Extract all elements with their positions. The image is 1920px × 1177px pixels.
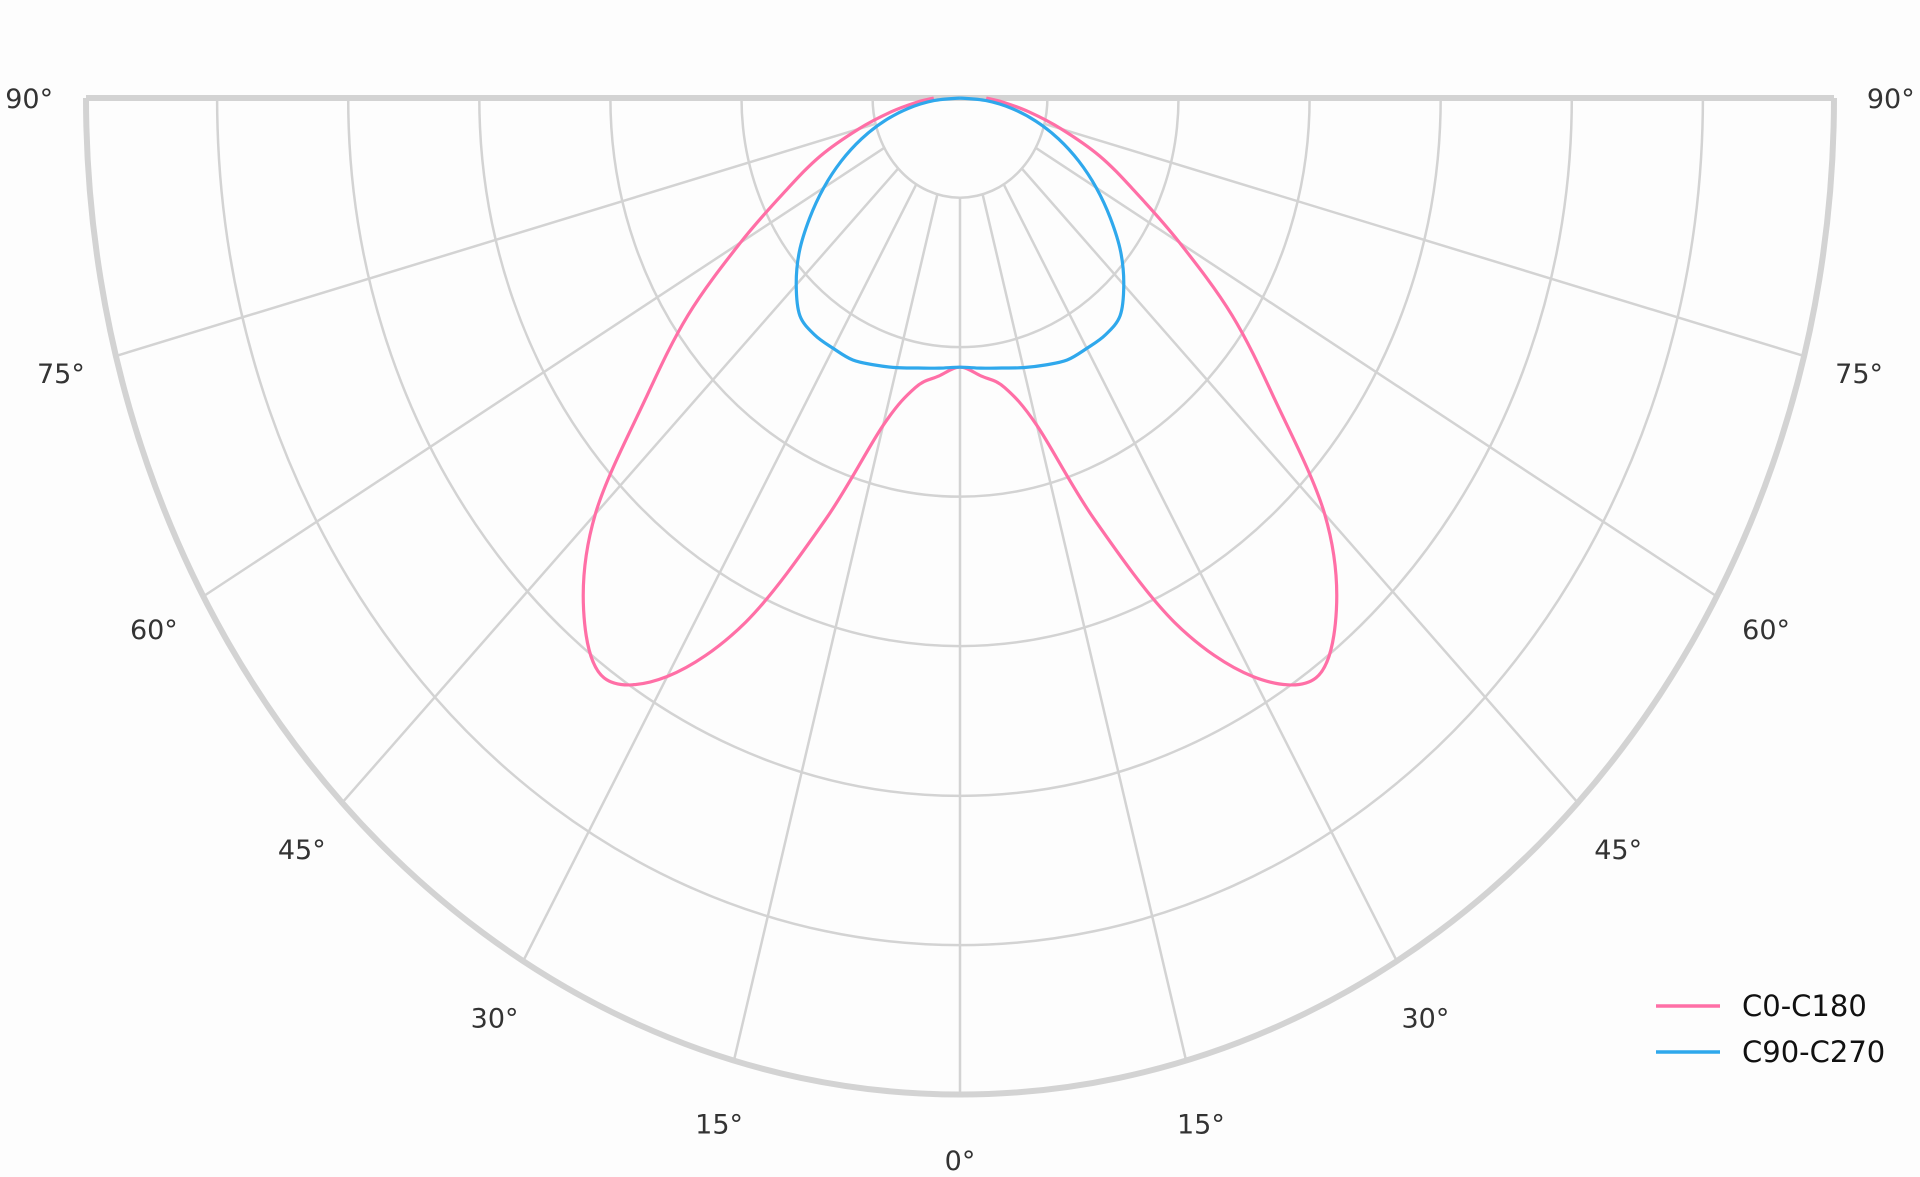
angle-tick-label: 45° — [278, 835, 326, 866]
angle-tick-label: 90° — [5, 84, 53, 115]
angle-spoke — [115, 122, 876, 358]
series-line-c90-c270 — [794, 96, 1126, 370]
angle-spoke — [981, 194, 1188, 1062]
angle-tick-label: 30° — [1401, 1004, 1449, 1035]
legend: C0-C180 C90-C270 — [1656, 989, 1885, 1069]
legend-label-c0-c180: C0-C180 — [1742, 989, 1867, 1023]
angle-tick-label: 75° — [37, 359, 85, 390]
angle-tick-label: 30° — [471, 1004, 519, 1035]
angle-tick-label: 60° — [130, 615, 178, 646]
angle-spoke — [732, 194, 939, 1062]
angle-spoke — [1035, 146, 1718, 598]
angle-spoke — [202, 146, 885, 598]
angle-tick-label: 15° — [1177, 1110, 1225, 1141]
angle-tick-label: 45° — [1594, 835, 1642, 866]
angle-tick-label: 0° — [945, 1146, 976, 1177]
series-curves — [581, 96, 1339, 687]
angle-tick-label: 75° — [1835, 359, 1883, 390]
angle-spoke — [521, 183, 918, 962]
angle-spoke — [1002, 183, 1399, 962]
angle-tick-label: 90° — [1867, 84, 1915, 115]
legend-label-c90-c270: C90-C270 — [1742, 1035, 1885, 1069]
angle-tick-label: 15° — [695, 1110, 743, 1141]
angle-tick-labels: 0° 15° 15° 30° 30° 45° 45° 60° 60° 75° 75° 90° 90° — [5, 84, 1914, 1177]
angle-spoke — [1020, 167, 1579, 804]
polar-grid — [83, 95, 1837, 1098]
angle-spoke — [1044, 122, 1805, 358]
angle-spoke — [341, 167, 900, 804]
angle-tick-label: 60° — [1742, 615, 1790, 646]
